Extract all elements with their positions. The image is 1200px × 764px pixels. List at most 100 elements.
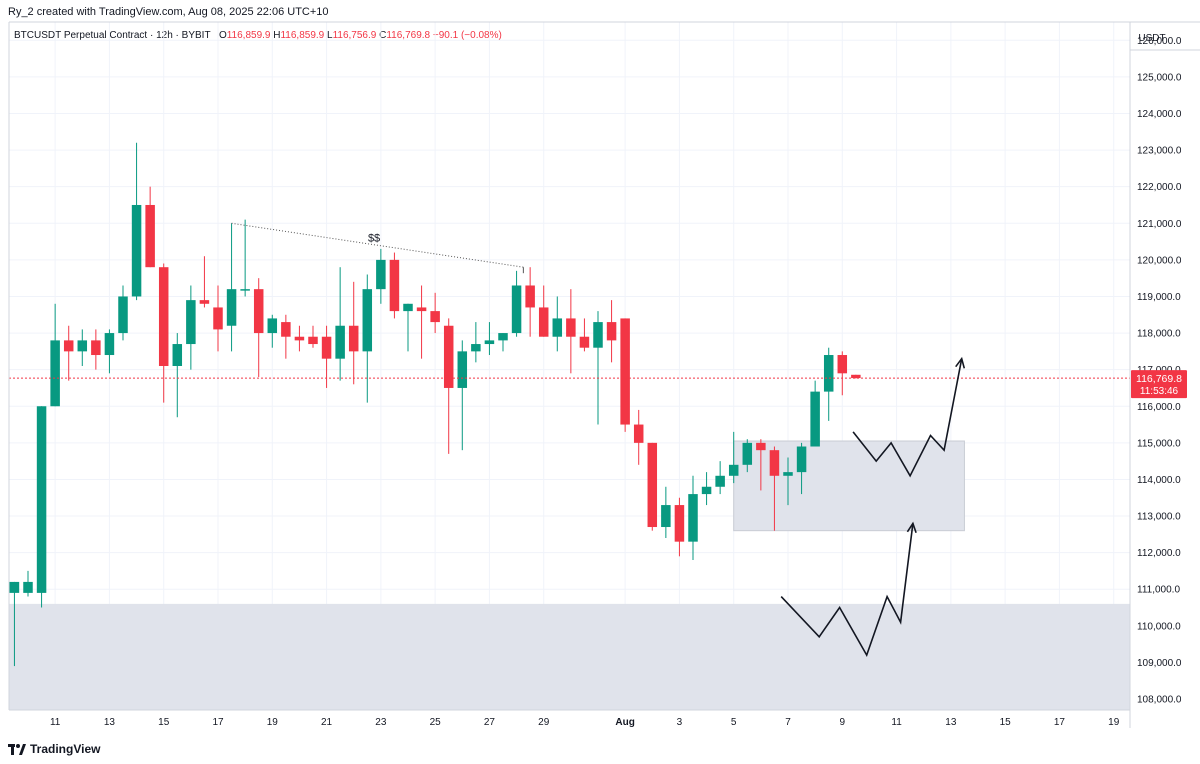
candle-body <box>145 204 155 268</box>
liquidity-trendline <box>231 222 524 268</box>
time-tick-label: 13 <box>945 717 957 728</box>
price-tick-label: 115,000.0 <box>1137 438 1181 449</box>
candle-body <box>213 307 223 330</box>
time-tick-label: 25 <box>430 717 442 728</box>
candle-body <box>688 494 698 542</box>
price-tick-label: 110,000.0 <box>1137 621 1181 632</box>
price-tick-label: 108,000.0 <box>1137 695 1182 706</box>
candle-body <box>457 351 468 388</box>
price-tick-label: 109,000.0 <box>1137 658 1182 669</box>
price-tick-label: 114,000.0 <box>1137 475 1181 486</box>
price-tick-label: 121,000.0 <box>1137 219 1182 230</box>
price-tick-label: 123,000.0 <box>1137 146 1182 157</box>
price-tick-label: 124,000.0 <box>1137 109 1182 120</box>
candle-body <box>552 318 563 337</box>
candle-body <box>172 344 183 366</box>
time-tick-label: 29 <box>538 717 550 728</box>
tradingview-logo[interactable]: TradingView <box>8 742 100 756</box>
candle-body <box>240 289 250 291</box>
low-value: 116,756.9 <box>332 30 377 41</box>
candle-body <box>769 450 780 476</box>
symbol-title[interactable]: BTCUSDT Perpetual Contract · 12h · BYBIT <box>14 30 211 41</box>
open-label: O <box>218 30 227 41</box>
candle-body <box>810 391 820 447</box>
candle-body <box>606 322 617 341</box>
candle-body <box>498 333 508 341</box>
candle-body <box>131 204 142 297</box>
price-tick-label: 112,000.0 <box>1137 548 1181 559</box>
candle-body <box>783 472 793 476</box>
high-label: H <box>273 30 281 41</box>
candle-body <box>471 344 481 352</box>
high-value: 116,859.9 <box>280 30 325 41</box>
candle-body <box>620 318 630 425</box>
candle-body <box>647 442 658 528</box>
time-tick-label: 11 <box>891 717 902 728</box>
currency-label: USDT <box>1138 33 1165 44</box>
projection-arrowhead <box>906 521 917 534</box>
candle-body <box>701 486 712 495</box>
low-label: L <box>327 30 333 41</box>
change-value: −90.1 (−0.08%) <box>432 30 502 41</box>
candle-body <box>348 325 359 352</box>
candle-body <box>742 442 753 465</box>
candle-body <box>36 406 47 593</box>
candle-body <box>633 424 644 443</box>
candle-body <box>63 340 74 352</box>
time-tick-label: 15 <box>158 717 170 728</box>
price-tick-label: 125,000.0 <box>1137 72 1182 83</box>
candle-body <box>91 340 101 356</box>
time-tick-label: 27 <box>484 717 496 728</box>
zones <box>9 440 1130 710</box>
candle-body <box>525 285 535 308</box>
candle-body <box>756 442 766 451</box>
candle-body <box>294 336 305 341</box>
current-price-value: 116,769.8 <box>1136 373 1182 385</box>
created-by-caption: Ry_2 created with TradingView.com, Aug 0… <box>8 6 329 18</box>
candle-body <box>511 285 522 334</box>
price-tick-label: 113,000.0 <box>1137 512 1181 523</box>
projection-path <box>780 523 914 658</box>
candle-body <box>403 303 413 312</box>
candle-body <box>484 340 495 345</box>
candle-body <box>837 355 848 374</box>
price-tick-label: 118,000.0 <box>1137 329 1181 340</box>
candle-body <box>416 307 427 312</box>
candle-body <box>267 318 278 334</box>
candle-body <box>823 355 834 392</box>
candle-body <box>118 296 128 334</box>
time-tick-label: 9 <box>840 717 846 728</box>
tradingview-brand: TradingView <box>30 742 101 756</box>
candle-body <box>715 475 725 487</box>
time-tick-label: 7 <box>785 717 791 728</box>
time-tick-label: Aug <box>615 717 634 728</box>
time-tick-label: 19 <box>267 717 279 728</box>
support-zone <box>733 440 965 532</box>
price-tick-label: 116,000.0 <box>1137 402 1181 413</box>
projection-arrowhead <box>955 356 966 369</box>
candle-body <box>728 464 739 476</box>
time-tick-label: 23 <box>375 717 387 728</box>
candle-body <box>253 289 264 334</box>
price-tick-label: 119,000.0 <box>1137 292 1181 303</box>
candle-body <box>674 505 685 542</box>
time-tick-label: 11 <box>50 717 61 728</box>
candle-body <box>796 446 807 473</box>
open-value: 116,859.9 <box>226 30 271 41</box>
candle-body <box>579 336 590 348</box>
time-tick-label: 15 <box>1000 717 1012 728</box>
candle-body <box>389 259 400 312</box>
candle-body <box>308 336 318 345</box>
candles <box>9 142 861 667</box>
candle-body <box>430 311 440 323</box>
close-label: C <box>379 30 387 41</box>
candle-body <box>158 267 169 366</box>
demand-zone <box>9 603 1130 710</box>
candle-body <box>9 581 20 593</box>
candle-body <box>104 333 115 356</box>
candle-body <box>443 325 454 388</box>
candle-body <box>186 300 196 345</box>
time-tick-label: 17 <box>212 717 224 728</box>
candle-body <box>335 325 345 359</box>
